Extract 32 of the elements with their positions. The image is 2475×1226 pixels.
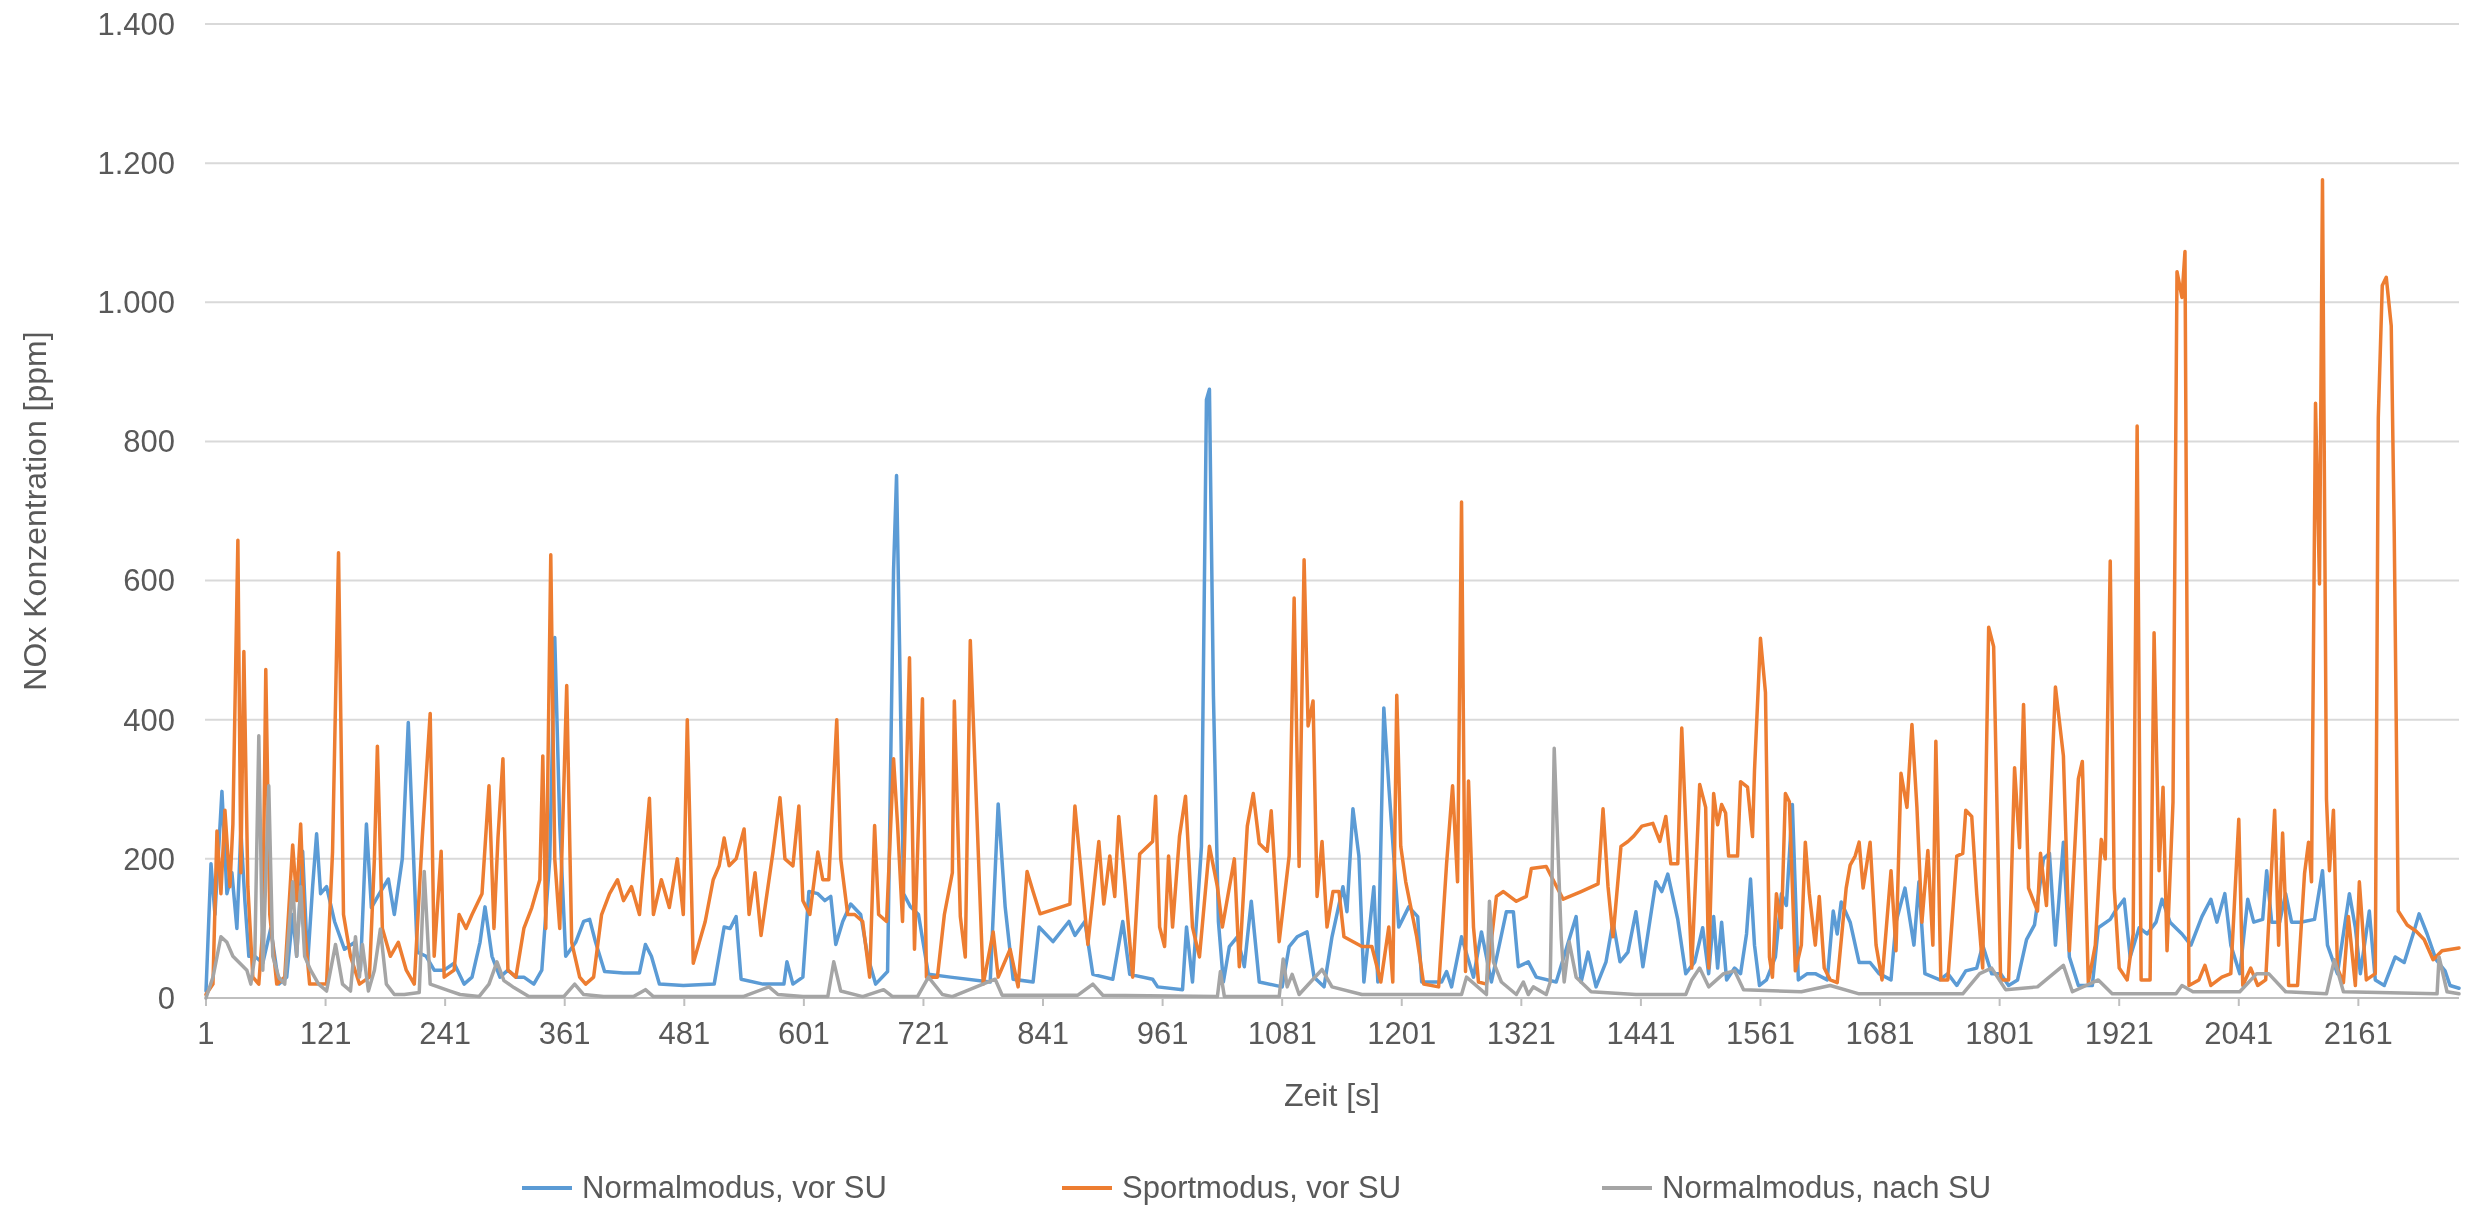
x-tick-label: 1681	[1845, 1016, 1915, 1051]
y-tick-label: 400	[123, 702, 175, 738]
legend-label: Normalmodus, nach SU	[1662, 1170, 1992, 1205]
x-tick-label: 1921	[2084, 1016, 2154, 1051]
x-tick-label: 841	[1017, 1016, 1069, 1051]
legend-label: Normalmodus, vor SU	[582, 1170, 887, 1205]
x-tick-label: 2161	[2323, 1016, 2393, 1051]
y-tick-label: 800	[123, 424, 175, 460]
x-tick-label: 241	[419, 1016, 472, 1051]
x-tick-label: 481	[658, 1016, 711, 1051]
x-tick-label: 2041	[2204, 1016, 2274, 1051]
x-tick-label: 361	[538, 1016, 591, 1051]
y-tick-label: 0	[157, 980, 175, 1016]
x-axis-title: Zeit [s]	[1283, 1077, 1381, 1113]
x-tick-label: 1321	[1486, 1016, 1556, 1051]
x-tick-label: 1081	[1247, 1016, 1317, 1051]
legend-label: Sportmodus, vor SU	[1122, 1170, 1402, 1205]
x-tick-label: 1	[197, 1016, 215, 1051]
y-tick-label: 1.200	[97, 145, 175, 181]
x-tick-label: 961	[1136, 1016, 1189, 1051]
x-tick-label: 121	[299, 1016, 352, 1051]
x-tick-label: 721	[897, 1016, 950, 1051]
x-tick-label: 601	[778, 1016, 830, 1051]
y-tick-label: 200	[123, 841, 175, 877]
x-tick-label: 1441	[1606, 1016, 1676, 1051]
x-tick-label: 1201	[1367, 1016, 1437, 1051]
x-tick-label: 1801	[1965, 1016, 2035, 1051]
y-tick-label: 1.400	[97, 6, 175, 42]
y-axis-title: NOx Konzentration [ppm]	[17, 331, 53, 691]
y-tick-label: 1.000	[97, 285, 175, 321]
y-tick-label: 600	[123, 563, 175, 599]
x-tick-label: 1561	[1725, 1016, 1795, 1051]
